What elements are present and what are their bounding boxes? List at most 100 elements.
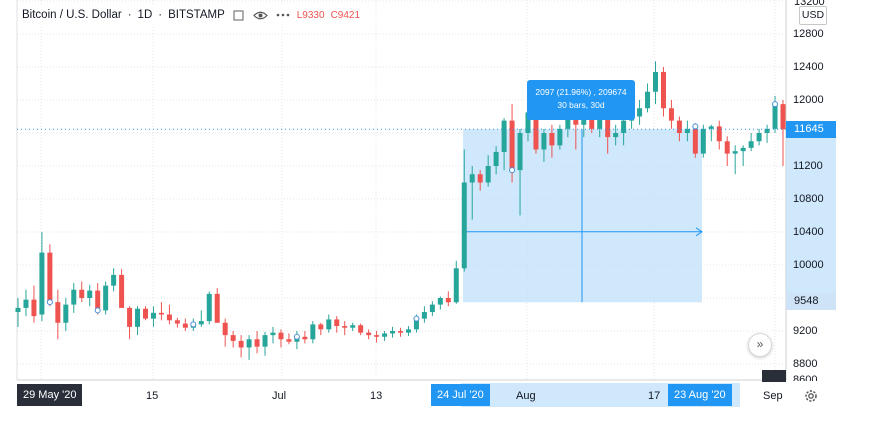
candle-body (429, 304, 435, 313)
candle-body (764, 128, 770, 133)
candle-body (772, 104, 778, 129)
candle-body (740, 147, 746, 152)
event-marker (46, 299, 53, 306)
candle-body (637, 108, 643, 117)
candle-body (676, 120, 682, 133)
square-icon[interactable] (231, 7, 247, 23)
candle-body (469, 174, 475, 183)
cursor-date-tag: 29 May '20 (17, 384, 83, 406)
candle-body (501, 120, 507, 152)
currency-button[interactable]: USD (799, 6, 827, 25)
candle-body (302, 336, 308, 340)
candle-body (103, 285, 109, 311)
candle-body (31, 299, 37, 317)
candle-body (119, 274, 125, 308)
legend-separator: · (158, 9, 163, 21)
interval-label[interactable]: 1D (137, 9, 153, 21)
price-label: 12000 (793, 94, 824, 106)
exchange-label: BITSTAMP (168, 9, 225, 21)
price-label-top: 13200 (794, 0, 825, 8)
candle-body (15, 307, 21, 313)
candle-body (214, 293, 220, 323)
candle-body (589, 119, 595, 129)
candle-body (605, 116, 611, 138)
candle-body (732, 151, 738, 154)
candle-body (366, 332, 372, 336)
candle-body (509, 120, 515, 171)
gear-icon[interactable] (803, 388, 819, 404)
candle-body (382, 333, 388, 337)
event-marker (293, 333, 300, 340)
candle-body (748, 141, 754, 148)
candle-body (421, 312, 427, 319)
candle-body (318, 324, 324, 330)
candle-body (55, 302, 61, 323)
candle-body (111, 274, 117, 286)
candle-body (23, 299, 29, 308)
candle-body (525, 112, 531, 133)
candle-body (700, 128, 706, 154)
close-value: C9421 (330, 9, 361, 21)
price-label: 9200 (793, 325, 818, 337)
measure-price-band (786, 129, 836, 303)
candle-body (222, 322, 228, 336)
candle-body (262, 335, 268, 347)
candle-body (150, 312, 156, 319)
candle-body (87, 290, 93, 298)
time-label: 13 (370, 390, 383, 402)
candle-body (47, 252, 53, 303)
candle-body (660, 71, 666, 109)
candle-body (541, 133, 547, 150)
candle-body (358, 325, 364, 333)
time-label: 17 (648, 390, 661, 402)
candle-body (445, 298, 451, 303)
candle-body (71, 289, 77, 305)
candle-body (143, 308, 148, 319)
time-label: Aug (516, 390, 536, 402)
candle-body (413, 318, 419, 330)
price-label: 11200 (793, 160, 823, 172)
time-label: Jul (272, 390, 287, 402)
candle-body (557, 128, 563, 146)
measure-change: 2097 (21.96%) , 209674 (535, 87, 627, 97)
symbol-name: Bitcoin / U.S. Dollar (22, 9, 122, 21)
range-start-date-tag: 24 Jul '20 (431, 384, 490, 406)
candle-body (708, 126, 714, 129)
candle-body (549, 133, 555, 146)
candle-body (79, 289, 85, 298)
price-label: 12800 (793, 28, 824, 40)
candle-body (39, 252, 45, 315)
candle-body (135, 308, 141, 327)
candle-body (461, 182, 467, 269)
price-label: 10400 (793, 226, 824, 238)
candle-body (716, 126, 722, 142)
candle-body (278, 332, 284, 340)
candle-body (166, 314, 172, 321)
candle-body (246, 339, 252, 348)
candle-body (653, 71, 658, 92)
candle-body (286, 339, 292, 342)
event-marker (509, 167, 516, 174)
more-dots-icon[interactable] (275, 7, 291, 23)
double-chevron-right-icon[interactable]: » (748, 333, 772, 357)
symbol-legend[interactable]: Bitcoin / U.S. Dollar · 1D · BITSTAMP L9… (18, 5, 365, 25)
candle-body (206, 293, 212, 322)
candle-body (390, 331, 396, 334)
event-marker (190, 321, 197, 328)
candle-body (684, 128, 690, 133)
candle-body (565, 112, 571, 129)
candle-body (724, 141, 730, 154)
candle-body (485, 166, 491, 183)
candle-body (398, 331, 403, 333)
time-label: Sep (763, 390, 783, 402)
candle-body (517, 133, 523, 171)
candle-body (198, 321, 204, 325)
candle-body (350, 325, 356, 328)
candle-body (621, 120, 627, 133)
eye-icon[interactable] (253, 7, 269, 23)
candle-body (174, 320, 180, 324)
event-marker (94, 307, 101, 314)
measure-arrow (695, 227, 703, 237)
